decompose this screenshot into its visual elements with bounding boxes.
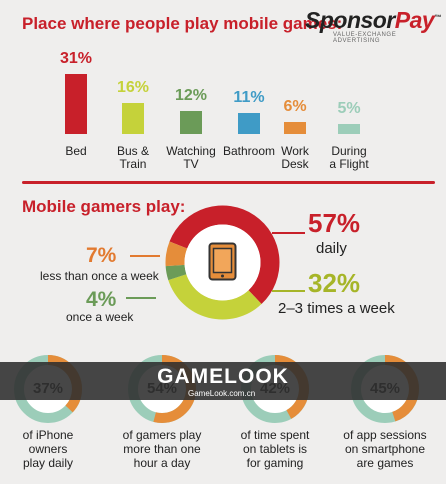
donut-value-label: 4% xyxy=(86,288,117,311)
chart-title: Place where people play mobile games: xyxy=(22,14,343,33)
bar-chart: 31% Bed 16% Bus & Train 12% Watching TV 11% Bathr… xyxy=(0,0,446,190)
donut-labels: 57% daily 32% 2–3 times a week 4% once a week… xyxy=(40,208,395,324)
sponsorpay-logo: SponsorPay™ VALUE-EXCHANGE ADVERTISING xyxy=(305,7,445,44)
watermark-band xyxy=(0,362,446,400)
stat-caption-line: of iPhone xyxy=(22,428,74,442)
logo-part2: Pay xyxy=(394,7,435,33)
bar-category-line: Desk xyxy=(281,157,309,171)
section2-title: Mobile gamers play: xyxy=(22,197,186,216)
donut-category-label: once a week xyxy=(66,310,134,324)
bar-category-line: Train xyxy=(119,157,147,171)
bar-value-label: 5% xyxy=(337,100,361,117)
bar-value-label: 11% xyxy=(233,89,265,106)
watermark-sub: GameLook.com.cn xyxy=(188,389,256,398)
bar-category-line: During xyxy=(331,144,367,158)
donut-category-label: less than once a week xyxy=(40,269,159,283)
leader-line xyxy=(130,255,160,257)
stat-caption-line: more than one xyxy=(123,442,201,456)
bar-category-label: Watching TV xyxy=(156,145,226,171)
stat-caption-line: of app sessions xyxy=(343,428,427,442)
bar-category-line: Bus & xyxy=(116,144,149,158)
leader-line xyxy=(126,297,156,299)
donut-value-label: 32% xyxy=(308,268,361,298)
bar-category-line: a Flight xyxy=(329,157,369,171)
bar-value-label: 6% xyxy=(283,98,307,115)
bar-value-label: 16% xyxy=(116,79,150,96)
bar-4 xyxy=(284,122,306,134)
donut-category-label: 2–3 times a week xyxy=(278,300,395,317)
bar-category-line: Bathroom xyxy=(222,144,276,158)
bar-0 xyxy=(65,74,87,134)
donut-slice-2 xyxy=(165,264,187,281)
stat-caption-line: on tablets is xyxy=(242,442,308,456)
bar-3 xyxy=(238,113,260,134)
stat-caption: of app sessions on smartphone are games xyxy=(330,428,440,470)
stat-caption-line: of gamers play xyxy=(122,428,202,442)
bar-category-line: TV xyxy=(183,157,199,171)
stat-caption-line: hour a day xyxy=(133,456,191,470)
bar-category-line: Bed xyxy=(65,144,87,158)
logo-part1: Sponsor xyxy=(305,7,395,33)
bar-value-label: 12% xyxy=(174,87,208,104)
stat-caption-line: are games xyxy=(356,456,414,470)
bar-5 xyxy=(338,124,360,134)
donut-slice-3 xyxy=(165,241,188,267)
logo-tagline: VALUE-EXCHANGE ADVERTISING xyxy=(333,32,397,44)
bar-category-label: During a Flight xyxy=(314,145,384,171)
smartphone-icon xyxy=(208,242,237,281)
stat-caption-line: for gaming xyxy=(246,456,304,470)
bar-category-label: Bathroom xyxy=(214,145,284,158)
frequency-donut-chart xyxy=(165,205,280,320)
stat-caption-line: owners xyxy=(28,442,68,456)
stat-caption-line: of time spent xyxy=(240,428,310,442)
leader-line xyxy=(272,290,305,292)
watermark-text: GAMELOOK xyxy=(157,365,289,388)
stat-caption: of gamers play more than one hour a day xyxy=(107,428,217,470)
bar-value-label: 31% xyxy=(59,50,93,67)
bar-category-line: Watching xyxy=(166,144,216,158)
stat-caption: of iPhone owners play daily xyxy=(0,428,103,470)
donut-slice-0 xyxy=(169,205,280,305)
donut-slice-1 xyxy=(168,274,262,320)
stat-caption-line: play daily xyxy=(22,456,74,470)
logo-tm: ™ xyxy=(434,14,441,22)
stat-caption-line: on smartphone xyxy=(344,442,426,456)
bar-2 xyxy=(180,111,202,134)
section-divider xyxy=(22,181,435,184)
donut-value-label: 7% xyxy=(86,244,117,267)
donut-value-label: 57% xyxy=(308,208,361,238)
bar-category-label: Bus & Train xyxy=(98,145,168,171)
bar-category-label: Bed xyxy=(41,145,111,158)
donut-category-label: daily xyxy=(316,240,347,257)
stat-caption: of time spent on tablets is for gaming xyxy=(220,428,330,470)
bar-category-label: Work Desk xyxy=(260,145,330,171)
bar-category-line: Work xyxy=(281,144,309,158)
watermark: GAMELOOK xyxy=(0,365,446,389)
bar-1 xyxy=(122,103,144,134)
leader-line xyxy=(272,232,305,234)
